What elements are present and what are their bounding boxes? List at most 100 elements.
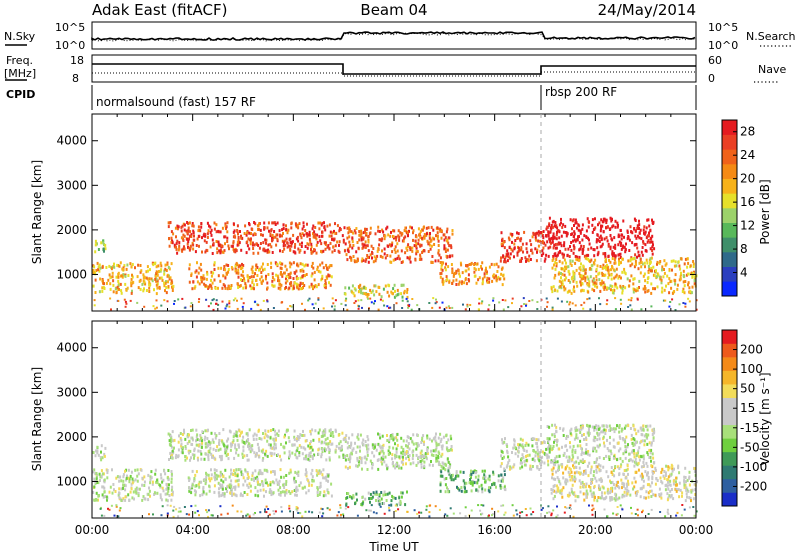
echo-cell (364, 245, 367, 249)
echo-cell (677, 260, 680, 264)
echo-cell (304, 439, 307, 443)
echo-cell (420, 449, 423, 453)
echo-cell (419, 451, 422, 455)
echo-cell (210, 477, 213, 481)
echo-cell (251, 269, 254, 273)
echo-cell (338, 442, 341, 446)
echo-cell (188, 248, 191, 252)
echo-cell (252, 247, 255, 250)
echo-cell (358, 233, 361, 237)
echo-cell (513, 443, 516, 447)
echo-cell (364, 440, 367, 443)
echo-cell (371, 445, 374, 449)
echo-cell (199, 433, 202, 437)
echo-cell (693, 470, 696, 474)
echo-cell (642, 241, 645, 245)
echo-cell (470, 469, 472, 473)
echo-cell (293, 281, 296, 285)
echo-cell (124, 305, 127, 308)
echo-cell (154, 275, 157, 278)
echo-cell (329, 230, 332, 234)
echo-cell (651, 428, 654, 432)
echo-cell (423, 443, 425, 446)
echo-cell (171, 430, 174, 434)
echo-cell (234, 487, 237, 491)
echo-cell (447, 471, 450, 475)
echo-cell (529, 467, 531, 471)
echo-cell (261, 268, 264, 272)
echo-cell (221, 440, 224, 444)
echo-cell (361, 257, 364, 261)
echo-cell (651, 481, 653, 485)
echo-cell (256, 442, 259, 446)
echo-cell (287, 244, 290, 248)
echo-cell (282, 244, 285, 248)
echo-cell (271, 272, 274, 276)
echo-cell (188, 486, 191, 490)
echo-cell (103, 454, 106, 458)
echo-cell (591, 223, 594, 227)
echo-cell (118, 487, 121, 491)
echo-cell (554, 267, 557, 271)
echo-cell (318, 227, 321, 231)
echo-cell (189, 487, 192, 491)
echo-cell (312, 285, 315, 289)
echo-cell (285, 482, 288, 486)
echo-cell (167, 469, 170, 472)
echo-cell (551, 472, 554, 476)
echo-cell (204, 250, 207, 254)
echo-cell (302, 221, 305, 225)
echo-cell (488, 277, 491, 281)
echo-cell (600, 238, 603, 242)
echo-cell (572, 270, 575, 274)
nave-label: Nave (758, 63, 786, 76)
echo-cell (213, 471, 216, 475)
echo-cell (551, 433, 554, 437)
echo-cell (693, 282, 696, 286)
echo-cell (573, 285, 575, 289)
echo-cell (593, 439, 596, 443)
echo-cell (687, 281, 690, 285)
echo-cell (493, 482, 496, 486)
echo-cell (236, 307, 239, 310)
echo-cell (122, 268, 125, 271)
echo-cell (210, 286, 213, 290)
echo-cell (634, 441, 637, 445)
echo-cell (130, 265, 133, 269)
echo-cell (688, 290, 691, 294)
echo-cell (148, 486, 150, 490)
echo-cell (553, 432, 556, 436)
echo-cell (141, 476, 144, 480)
echo-cell (559, 482, 562, 486)
echo-cell (673, 290, 676, 293)
echo-cell (118, 495, 121, 499)
echo-cell (168, 221, 171, 225)
echo-cell (616, 221, 619, 225)
echo-cell (168, 442, 171, 446)
echo-cell (295, 225, 298, 229)
echo-cell (537, 230, 540, 234)
echo-cell (559, 284, 562, 288)
echo-cell (440, 437, 443, 441)
echo-cell (292, 286, 295, 290)
echo-cell (580, 453, 583, 457)
echo-cell (309, 451, 312, 455)
echo-cell (445, 306, 448, 309)
echo-cell (101, 485, 104, 489)
echo-cell (218, 439, 221, 443)
echo-cell (281, 262, 284, 266)
echo-cell (299, 284, 301, 288)
echo-cell (549, 226, 552, 230)
echo-cell (445, 477, 448, 480)
echo-cell (587, 225, 590, 229)
echo-cell (617, 223, 619, 227)
echo-cell (104, 247, 107, 251)
echo-cell (380, 460, 383, 464)
echo-cell (283, 271, 286, 275)
echo-cell (508, 246, 511, 250)
echo-cell (498, 277, 501, 281)
echo-cell (674, 309, 677, 311)
echo-cell (598, 240, 601, 243)
echo-cell (309, 429, 312, 433)
echo-cell (628, 279, 631, 283)
